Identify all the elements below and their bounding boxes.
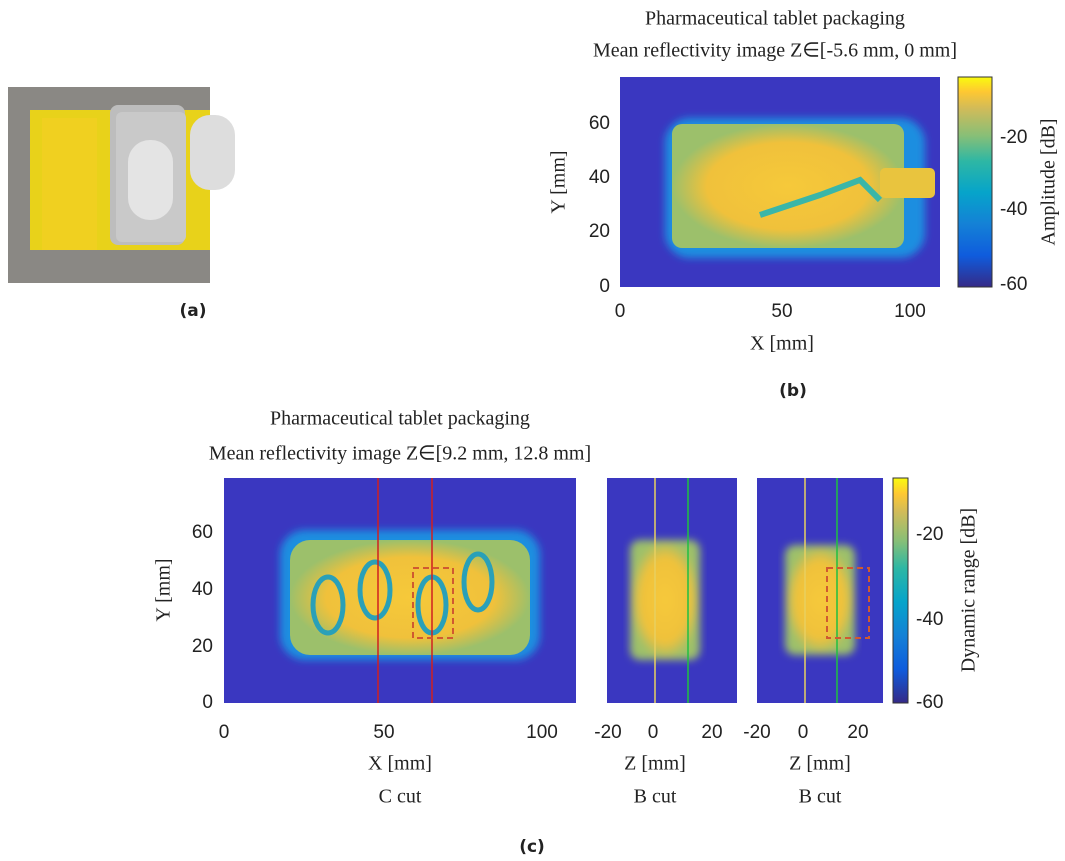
axis-label: Y [mm] [548,150,570,213]
tick-label: 60 [192,522,213,543]
tick-label: 0 [599,276,610,297]
heatmap [224,478,883,703]
label: (a) [179,301,206,321]
tick-label: -20 [1000,127,1027,148]
axis-label: X [mm] [750,333,814,355]
tick-label: -60 [916,692,943,713]
label: (b) [779,381,807,401]
tick-label: -40 [1000,199,1027,220]
tick-label: 40 [589,167,610,188]
axis-label: Z [mm] [624,753,686,775]
tick-label: -20 [916,524,943,545]
tick-label: 20 [589,221,610,242]
tick-label: -20 [743,722,770,743]
tick-label: 0 [648,722,659,743]
axis-label: Dynamic range [dB] [958,508,980,672]
tick-label: 50 [771,301,792,322]
tick-label: 0 [798,722,809,743]
tick-label: -20 [594,722,621,743]
label: Pharmaceutical tablet packaging [270,408,530,430]
label: Mean reflectivity image Z∈[-5.6 mm, 0 mm… [593,40,957,62]
tick-label: 20 [192,636,213,657]
subtitle: C cut [379,786,422,808]
subtitle: B cut [799,786,842,808]
label: (c) [519,837,545,857]
colorbar [892,477,909,704]
colorbar [957,76,993,288]
axis-label: Y [mm] [153,558,175,621]
label: Mean reflectivity image Z∈[9.2 mm, 12.8 … [209,443,591,465]
tick-label: 100 [526,722,558,743]
tick-label: 50 [373,722,394,743]
tick-label: -40 [916,609,943,630]
photo [8,87,235,283]
tick-label: 0 [219,722,230,743]
tick-label: 60 [589,113,610,134]
tick-label: 0 [202,692,213,713]
axis-label: X [mm] [368,753,432,775]
subtitle: B cut [634,786,677,808]
heatmap [620,77,940,287]
tick-label: 0 [615,301,626,322]
tick-label: 100 [894,301,926,322]
tick-label: 20 [701,722,722,743]
tick-label: -60 [1000,274,1027,295]
tick-label: 40 [192,579,213,600]
axis-label: Z [mm] [789,753,851,775]
tick-label: 20 [847,722,868,743]
label: Pharmaceutical tablet packaging [645,8,905,30]
axis-label: Amplitude [dB] [1038,118,1060,245]
